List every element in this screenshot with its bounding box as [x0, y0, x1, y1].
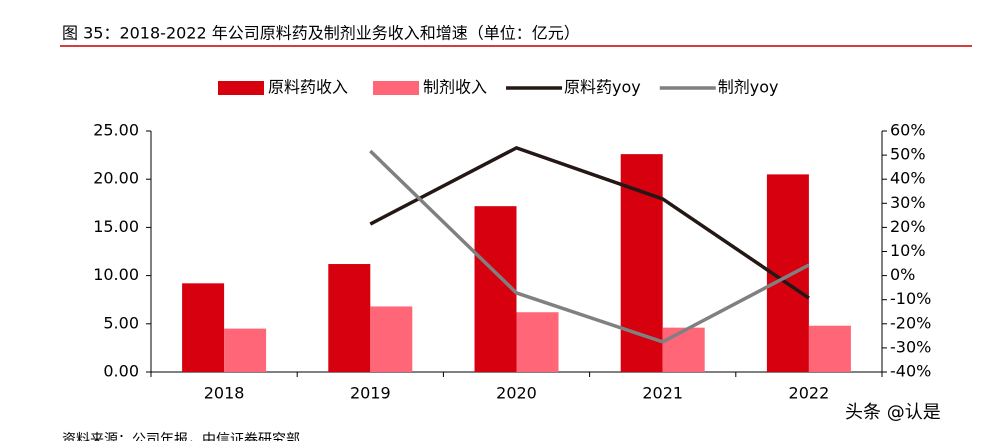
bar [662, 327, 705, 372]
bar [182, 283, 225, 372]
bar [224, 328, 267, 372]
legend-swatch [373, 81, 420, 95]
legend-label: 原料药yoy [564, 78, 641, 97]
x-tick-label: 2018 [204, 384, 245, 403]
bar [370, 306, 413, 372]
bar [328, 264, 371, 372]
y2-tick-label: 50% [890, 145, 926, 164]
legend-swatch [218, 81, 264, 95]
y2-tick-label: 10% [890, 241, 926, 260]
source: 资料来源：公司年报，中信证券研究部 [62, 432, 300, 441]
y2-tick-label: 0% [890, 265, 915, 284]
y-tick-label: 5.00 [103, 313, 139, 332]
y-tick-label: 15.00 [93, 217, 139, 236]
watermark: 头条 @认是 [845, 402, 941, 423]
x-tick-label: 2019 [350, 384, 391, 403]
legend-label: 制剂yoy [718, 78, 779, 97]
x-tick-label: 2020 [496, 384, 537, 403]
y2-tick-label: -20% [890, 313, 931, 332]
y2-tick-label: 40% [890, 169, 926, 188]
chart-title: 图 35：2018-2022 年公司原料药及制剂业务收入和增速（单位：亿元） [62, 24, 580, 43]
y-tick-label: 25.00 [93, 121, 139, 140]
bar [808, 325, 851, 372]
x-tick-label: 2021 [642, 384, 683, 403]
bar [474, 206, 517, 372]
y2-tick-label: 60% [890, 121, 926, 140]
line [369, 149, 810, 344]
legend-label: 原料药收入 [268, 78, 348, 97]
y2-tick-label: 20% [890, 217, 926, 236]
bar [516, 312, 559, 372]
y2-tick-label: 30% [890, 193, 926, 212]
y2-tick-label: -10% [890, 289, 931, 308]
line [369, 145, 810, 300]
y-tick-label: 20.00 [93, 169, 139, 188]
y2-tick-label: -40% [890, 362, 931, 381]
y-tick-label: 10.00 [93, 265, 139, 284]
legend-label: 制剂收入 [423, 78, 487, 97]
y-tick-label: 0.00 [103, 362, 139, 381]
x-tick-label: 2022 [789, 384, 830, 403]
y2-tick-label: -30% [890, 337, 931, 356]
